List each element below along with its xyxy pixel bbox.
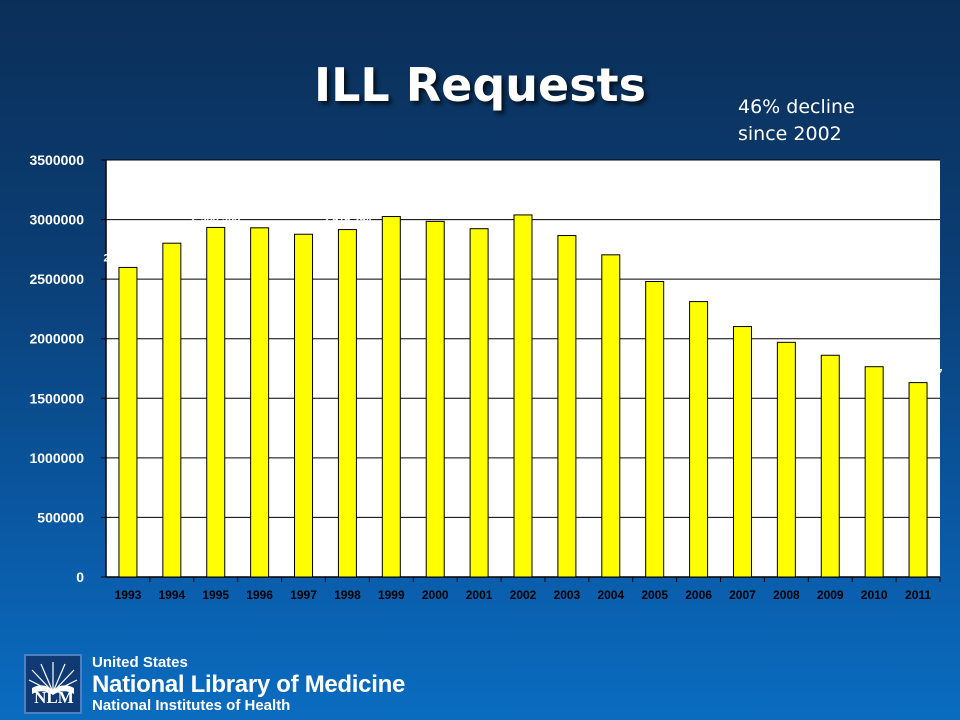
bar: [250, 227, 270, 578]
y-tick-label: 1000000: [29, 450, 84, 466]
x-tick-label: 2005: [641, 588, 668, 602]
data-label: 1 969 656: [762, 327, 811, 339]
bar: [557, 235, 577, 578]
decline-annotation: 46% decline since 2002: [738, 94, 938, 148]
bar: [776, 341, 796, 578]
bar: [732, 326, 752, 578]
y-tick-label: 500000: [37, 509, 84, 525]
bar: [337, 229, 357, 578]
data-label: 1 765 108: [850, 352, 899, 364]
x-tick-label: 2004: [597, 588, 624, 602]
y-tick-label: 0: [76, 569, 84, 585]
data-label: 2 704 190: [586, 240, 635, 252]
bar: [689, 301, 709, 578]
x-tick-label: 2009: [817, 588, 844, 602]
bar: [820, 354, 840, 578]
x-tick-label: 2003: [554, 588, 581, 602]
x-tick-label: 1997: [290, 588, 317, 602]
x-tick-label: 2002: [510, 588, 537, 602]
bar: [206, 226, 226, 578]
org-line-1: United States: [92, 654, 188, 671]
data-label: 2 102 068: [718, 312, 767, 324]
x-tick-label: 2010: [861, 588, 888, 602]
nlm-logo: NLM: [24, 654, 82, 714]
x-tick-label: 2000: [422, 588, 449, 602]
y-tick-label: 2500000: [29, 271, 84, 287]
x-tick-label: 2008: [773, 588, 800, 602]
x-tick-label: 1993: [115, 588, 142, 602]
x-tick-label: 2007: [729, 588, 756, 602]
data-label: 2 598 366: [103, 252, 152, 264]
bar: [294, 233, 314, 578]
data-label: 2 480 132: [630, 267, 679, 279]
x-tick-label: 2011: [905, 588, 931, 602]
data-label: 2 916 254: [323, 215, 373, 227]
bar: [118, 266, 138, 578]
x-tick-label: 2006: [685, 588, 712, 602]
y-tick-label: 2000000: [29, 331, 84, 347]
bar: [513, 214, 533, 578]
book-rays-icon: [28, 662, 78, 695]
data-label: 1 631 667: [894, 368, 943, 380]
data-label: 1 861 208: [806, 340, 855, 352]
ill-requests-bar-chart: 0 500000 1000000 1500000 2000000 2500000 30000…: [29, 152, 943, 602]
slide-title: ILL Requests: [314, 58, 646, 112]
data-label: 2 985 212: [411, 206, 460, 218]
x-tick-label: 2001: [466, 588, 493, 602]
data-label: 3 038 934: [499, 200, 549, 212]
org-line-3: National Institutes of Health: [92, 697, 291, 714]
data-label: 2 801 712: [147, 228, 196, 240]
bar: [864, 366, 884, 578]
x-tick-label: 1994: [158, 588, 185, 602]
data-label: 2 311 516: [674, 287, 722, 299]
data-label: 2 876 861: [279, 219, 328, 231]
data-label: 2 933 963: [191, 212, 240, 224]
y-tick-label: 3500000: [29, 152, 84, 168]
annotation-line-1: 46% decline: [738, 96, 855, 118]
bar: [469, 228, 489, 578]
bar: [601, 254, 621, 578]
annotation-line-2: since 2002: [738, 123, 842, 145]
bar: [162, 242, 182, 578]
org-line-2: National Library of Medicine: [92, 671, 405, 698]
x-tick-label: 1995: [202, 588, 229, 602]
x-tick-label: 1996: [246, 588, 273, 602]
y-tick-label: 1500000: [29, 390, 84, 406]
bar: [381, 216, 401, 578]
data-label: 2 865 964: [542, 221, 592, 233]
logo-text: NLM: [34, 688, 74, 707]
bar: [645, 281, 665, 578]
data-label: 3 025 453: [367, 182, 416, 194]
y-tick-label: 3000000: [29, 212, 84, 228]
data-label: 2 930 793: [235, 193, 284, 205]
x-tick-label: 1999: [378, 588, 405, 602]
nlm-footer: NLM United States National Library of Me…: [24, 654, 424, 716]
x-tick-label: 1998: [334, 588, 361, 602]
bar: [908, 382, 928, 578]
data-label: 2 923 384: [455, 194, 505, 206]
bar: [425, 220, 445, 578]
